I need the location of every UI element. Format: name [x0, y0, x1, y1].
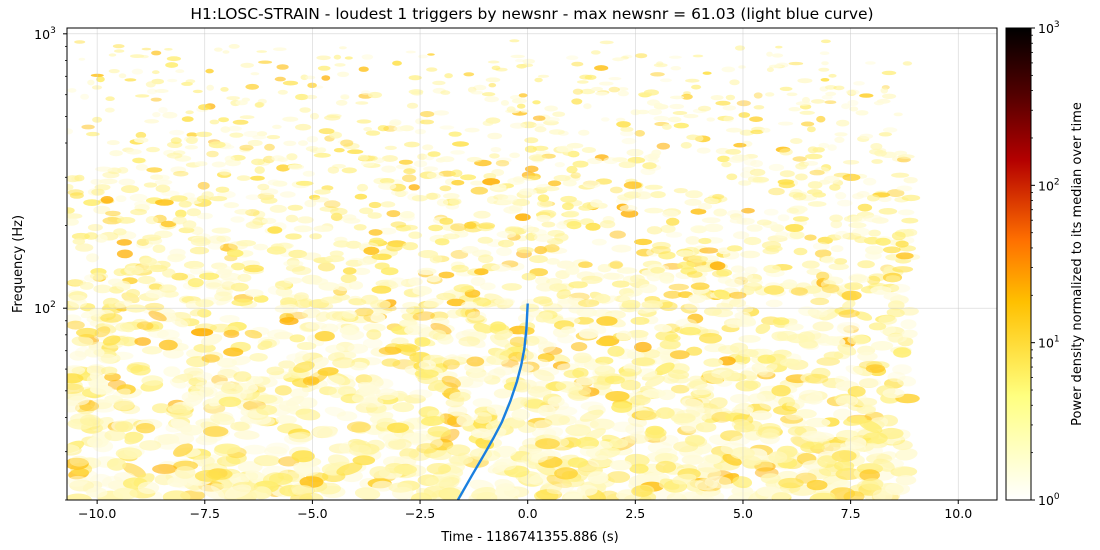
plot-area [66, 27, 998, 501]
x-axis: −10.0 −7.5 −5.0 −2.5 0.0 2.5 5.0 7.5 10.0 [78, 500, 972, 521]
x-tick-label: −5.0 [297, 506, 327, 521]
x-tick-label: −10.0 [78, 506, 116, 521]
y-axis-label: Frequency (Hz) [11, 215, 26, 313]
y-tick-label: 103 [34, 26, 56, 42]
x-tick-label: 2.5 [625, 506, 645, 521]
x-tick-label: 0.0 [518, 506, 538, 521]
colorbar: 100 101 102 103 Power density normalized to… [1005, 20, 1085, 508]
colorbar-tick-label: 102 [1038, 177, 1060, 193]
y-axis: 102 103 [34, 26, 67, 501]
plot-frame [66, 27, 998, 501]
trigger-curve [456, 303, 529, 501]
x-tick-label: 5.0 [733, 506, 753, 521]
colorbar-gradient [1005, 27, 1032, 501]
chart-title: H1:LOSC-STRAIN - loudest 1 triggers by n… [190, 5, 873, 23]
grid-lines [67, 28, 997, 500]
x-tick-label: −2.5 [405, 506, 435, 521]
x-axis-label: Time - 1186741355.886 (s) [440, 530, 618, 545]
x-tick-label: −7.5 [190, 506, 220, 521]
colorbar-ticks: 100 101 102 103 [1031, 20, 1060, 508]
x-tick-label: 7.5 [841, 506, 861, 521]
colorbar-tick-label: 101 [1038, 335, 1060, 351]
colorbar-label: Power density normalized to its median o… [1070, 102, 1085, 426]
y-tick-label: 102 [34, 300, 56, 316]
colorbar-tick-label: 103 [1038, 20, 1060, 36]
colorbar-tick-label: 100 [1038, 492, 1060, 508]
x-tick-label: 10.0 [944, 506, 972, 521]
spectrogram-image [67, 39, 921, 500]
